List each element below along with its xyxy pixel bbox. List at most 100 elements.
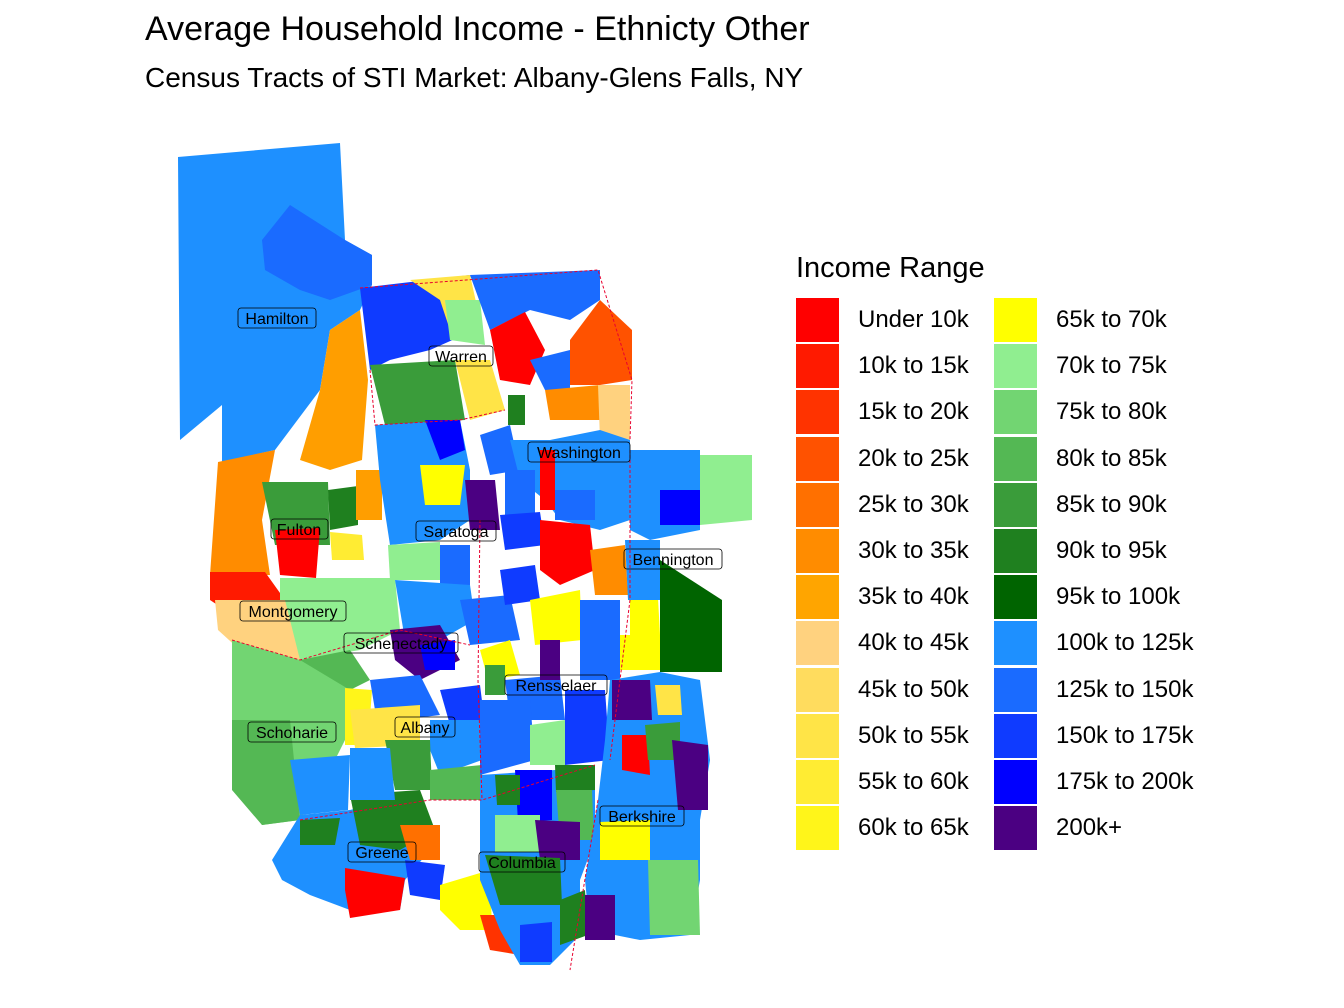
legend-label: 50k to 55k bbox=[858, 721, 969, 749]
tract bbox=[660, 490, 700, 525]
legend-swatch bbox=[796, 529, 839, 574]
tract bbox=[350, 748, 395, 800]
legend-swatch bbox=[796, 482, 839, 527]
tract bbox=[440, 870, 492, 930]
legend-swatch bbox=[994, 806, 1037, 851]
tract bbox=[672, 740, 708, 810]
tract bbox=[356, 470, 382, 520]
tract bbox=[530, 350, 570, 390]
tract bbox=[505, 470, 535, 515]
tract bbox=[480, 425, 520, 475]
legend-swatch bbox=[994, 759, 1037, 804]
county-label-box bbox=[599, 805, 685, 827]
county-label-box bbox=[237, 307, 317, 329]
legend-swatch bbox=[796, 667, 839, 712]
tract bbox=[445, 300, 485, 345]
county-labels: Hamilton Warren Washington Fulton Sarato… bbox=[237, 307, 723, 873]
legend-label: 35k to 40k bbox=[858, 583, 969, 611]
legend-item: 15k to 20k bbox=[796, 389, 994, 435]
tract bbox=[430, 720, 482, 775]
legend-item: 50k to 55k bbox=[796, 713, 994, 759]
legend-swatch bbox=[796, 806, 839, 851]
county-label-schenectady: Schenectady bbox=[355, 636, 448, 653]
tract bbox=[540, 450, 555, 510]
tract bbox=[655, 685, 682, 715]
tract bbox=[495, 815, 540, 852]
legend-label: 95k to 100k bbox=[1056, 583, 1181, 611]
tract bbox=[425, 420, 465, 460]
tract bbox=[620, 635, 660, 670]
legend-item: 35k to 40k bbox=[796, 574, 994, 620]
tract bbox=[700, 455, 752, 525]
legend-label: 200k+ bbox=[1056, 814, 1123, 842]
tract bbox=[328, 486, 358, 530]
choropleth-map: Hamilton Warren Washington Fulton Sarato… bbox=[178, 143, 752, 971]
legend-swatch bbox=[796, 621, 839, 666]
tract bbox=[485, 855, 562, 905]
tract bbox=[232, 720, 300, 825]
tract bbox=[460, 595, 520, 645]
tract bbox=[530, 720, 565, 765]
legend-label: 65k to 70k bbox=[1056, 306, 1167, 334]
tract bbox=[178, 143, 372, 462]
tract bbox=[585, 895, 615, 940]
legend-label: 30k to 35k bbox=[858, 537, 969, 565]
tract bbox=[300, 310, 368, 470]
tract bbox=[570, 300, 632, 385]
tract bbox=[530, 590, 582, 645]
tract bbox=[622, 735, 650, 775]
legend-item: 90k to 95k bbox=[994, 528, 1192, 574]
tract bbox=[388, 542, 440, 580]
legend-label: 70k to 75k bbox=[1056, 352, 1167, 380]
tract bbox=[600, 820, 650, 860]
tract bbox=[275, 528, 320, 578]
county-label-columbia: Columbia bbox=[488, 855, 556, 872]
county-boundaries bbox=[231, 269, 633, 971]
legend-item: 65k to 70k bbox=[994, 297, 1192, 343]
tract bbox=[625, 540, 660, 600]
tract bbox=[645, 722, 680, 760]
county-label-hamilton: Hamilton bbox=[245, 311, 308, 328]
county-label-fulton: Fulton bbox=[277, 522, 321, 539]
tract bbox=[660, 560, 722, 672]
legend-column-right: 65k to 70k 70k to 75k 75k to 80k 80k to 85k… bbox=[994, 297, 1193, 851]
legend-label: 40k to 45k bbox=[858, 629, 969, 657]
legend-swatch bbox=[994, 529, 1037, 574]
county-label-bennington: Bennington bbox=[633, 552, 714, 569]
legend-label: 75k to 80k bbox=[1056, 398, 1167, 426]
legend-item: 200k+ bbox=[994, 805, 1192, 851]
tract bbox=[400, 825, 440, 860]
county-label-greene: Greene bbox=[355, 845, 408, 862]
tract bbox=[485, 665, 505, 695]
legend-item: 55k to 60k bbox=[796, 759, 994, 805]
map-subtitle: Census Tracts of STI Market: Albany-Glen… bbox=[145, 62, 804, 93]
tract bbox=[520, 922, 552, 962]
map-tracts bbox=[178, 143, 752, 965]
legend-item: 125k to 150k bbox=[994, 667, 1193, 713]
legend-swatch bbox=[994, 390, 1037, 435]
county-label-box bbox=[478, 851, 566, 873]
county-label-box bbox=[347, 841, 417, 863]
county-label-schoharie: Schoharie bbox=[256, 725, 328, 742]
county-label-saratoga: Saratoga bbox=[424, 524, 489, 541]
tract bbox=[405, 860, 445, 900]
tract bbox=[540, 640, 560, 680]
legend-swatch bbox=[796, 575, 839, 620]
legend-item: 85k to 90k bbox=[994, 482, 1192, 528]
county-label-box bbox=[415, 520, 497, 542]
tract bbox=[440, 545, 470, 585]
legend-swatch bbox=[796, 713, 839, 758]
county-label-albany: Albany bbox=[401, 720, 450, 737]
tract bbox=[500, 565, 540, 605]
legend-label: 20k to 25k bbox=[858, 444, 969, 472]
legend-item: 150k to 175k bbox=[994, 713, 1193, 759]
tract bbox=[370, 360, 465, 425]
map-title: Average Household Income - Ethnicty Othe… bbox=[145, 10, 810, 48]
legend-label: 15k to 20k bbox=[858, 398, 969, 426]
legend-swatch bbox=[796, 344, 839, 389]
tract bbox=[345, 868, 405, 918]
legend-swatch bbox=[796, 390, 839, 435]
tract bbox=[515, 770, 552, 822]
tract bbox=[555, 490, 595, 520]
legend-item: 45k to 50k bbox=[796, 667, 994, 713]
